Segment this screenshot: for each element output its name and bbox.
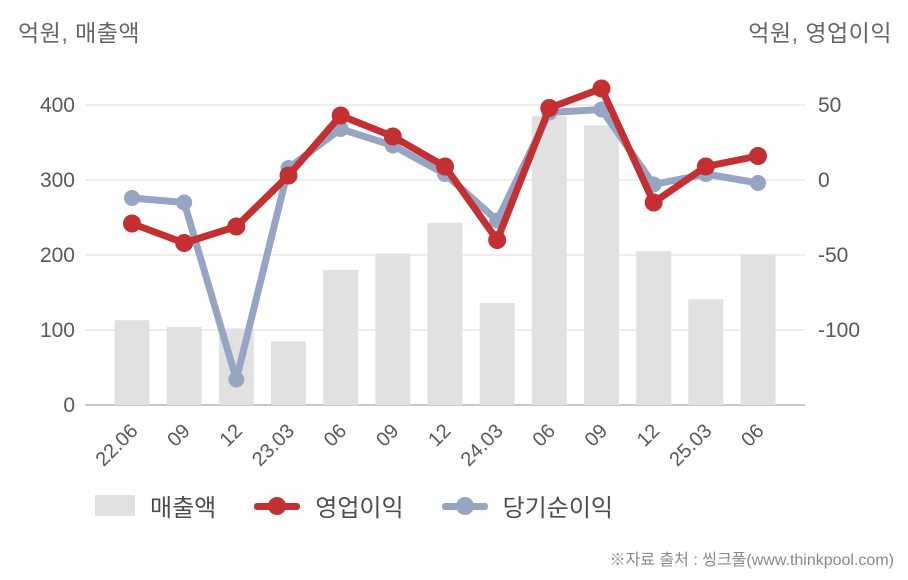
x-axis-tick-label: 06 <box>320 420 351 451</box>
revenue-bar <box>427 222 463 405</box>
x-axis-tick-label: 09 <box>372 420 403 451</box>
revenue-bar-swatch <box>95 495 135 516</box>
operating-profit-point <box>383 127 402 146</box>
right-axis-title: 억원, 영업이익 <box>748 20 892 46</box>
x-axis-tick-label: 09 <box>163 420 194 451</box>
right-axis-tick-label: 50 <box>818 94 841 117</box>
revenue-bar <box>114 320 150 405</box>
operating-profit-line-swatch <box>254 495 301 517</box>
revenue-bar <box>479 303 515 405</box>
operating-profit-point <box>123 214 141 233</box>
legend-item-revenue: 매출액 <box>95 488 216 523</box>
operating-profit-point <box>540 99 559 117</box>
revenue-bar <box>584 125 620 405</box>
revenue-bar <box>375 253 411 405</box>
revenue-bar <box>271 341 307 405</box>
revenue-bar <box>531 116 567 405</box>
left-axis-tick-label: 400 <box>40 94 75 117</box>
x-axis-tick-label: 22.06 <box>92 420 143 470</box>
left-axis-tick-label: 0 <box>63 394 75 417</box>
net-income-point <box>228 371 245 388</box>
left-axis-tick-label: 200 <box>40 244 75 267</box>
legend-label-net-income: 당기순이익 <box>502 495 613 522</box>
x-axis-tick-label: 25.03 <box>665 420 716 470</box>
operating-profit-point <box>227 217 246 236</box>
x-axis-tick-label: 12 <box>424 420 455 451</box>
x-axis-tick-label: 06 <box>529 420 560 451</box>
revenue-bar <box>166 327 202 405</box>
operating-profit-point <box>279 166 298 185</box>
x-axis-tick-label: 09 <box>581 420 612 451</box>
operating-profit-dot-icon <box>268 496 287 515</box>
legend: 매출액 영업이익 당기순이익 <box>95 488 613 523</box>
operating-profit-point <box>696 157 715 176</box>
operating-profit-point <box>175 234 194 252</box>
operating-profit-point <box>436 157 455 176</box>
net-income-line-swatch <box>441 495 488 517</box>
revenue-bar <box>740 254 776 405</box>
operating-profit-point <box>644 193 663 212</box>
left-axis-tick-label: 300 <box>40 169 75 192</box>
revenue-bar <box>323 270 359 405</box>
net-income-point <box>176 194 193 211</box>
revenue-bar <box>636 251 672 405</box>
net-income-dot-icon <box>455 496 474 515</box>
right-axis-tick-label: -100 <box>818 319 860 342</box>
source-note: ※자료 출처 : 씽크풀(www.thinkpool.com) <box>609 552 894 569</box>
left-axis-title: 억원, 매출액 <box>18 20 141 46</box>
right-axis-tick-label: 0 <box>818 169 830 192</box>
left-axis-tick-label: 100 <box>40 319 75 342</box>
legend-item-net-income: 당기순이익 <box>441 488 613 523</box>
x-axis-tick-label: 06 <box>737 420 768 451</box>
legend-label-revenue: 매출액 <box>150 495 217 522</box>
x-axis-tick-label: 23.03 <box>248 420 299 470</box>
x-axis-tick-label: 24.03 <box>457 420 508 470</box>
net-income-point <box>124 190 140 206</box>
legend-item-operating-profit: 영업이익 <box>254 488 404 523</box>
x-axis-tick-label: 12 <box>633 420 664 451</box>
operating-profit-point <box>331 106 350 125</box>
x-axis-tick-label: 12 <box>216 420 247 451</box>
legend-label-operating-profit: 영업이익 <box>315 495 404 522</box>
revenue-bar <box>688 299 724 405</box>
operating-profit-point <box>749 147 768 165</box>
operating-profit-point <box>592 79 611 98</box>
right-axis-tick-label: -50 <box>818 244 848 267</box>
operating-profit-point <box>488 231 507 249</box>
net-income-point <box>750 175 767 191</box>
